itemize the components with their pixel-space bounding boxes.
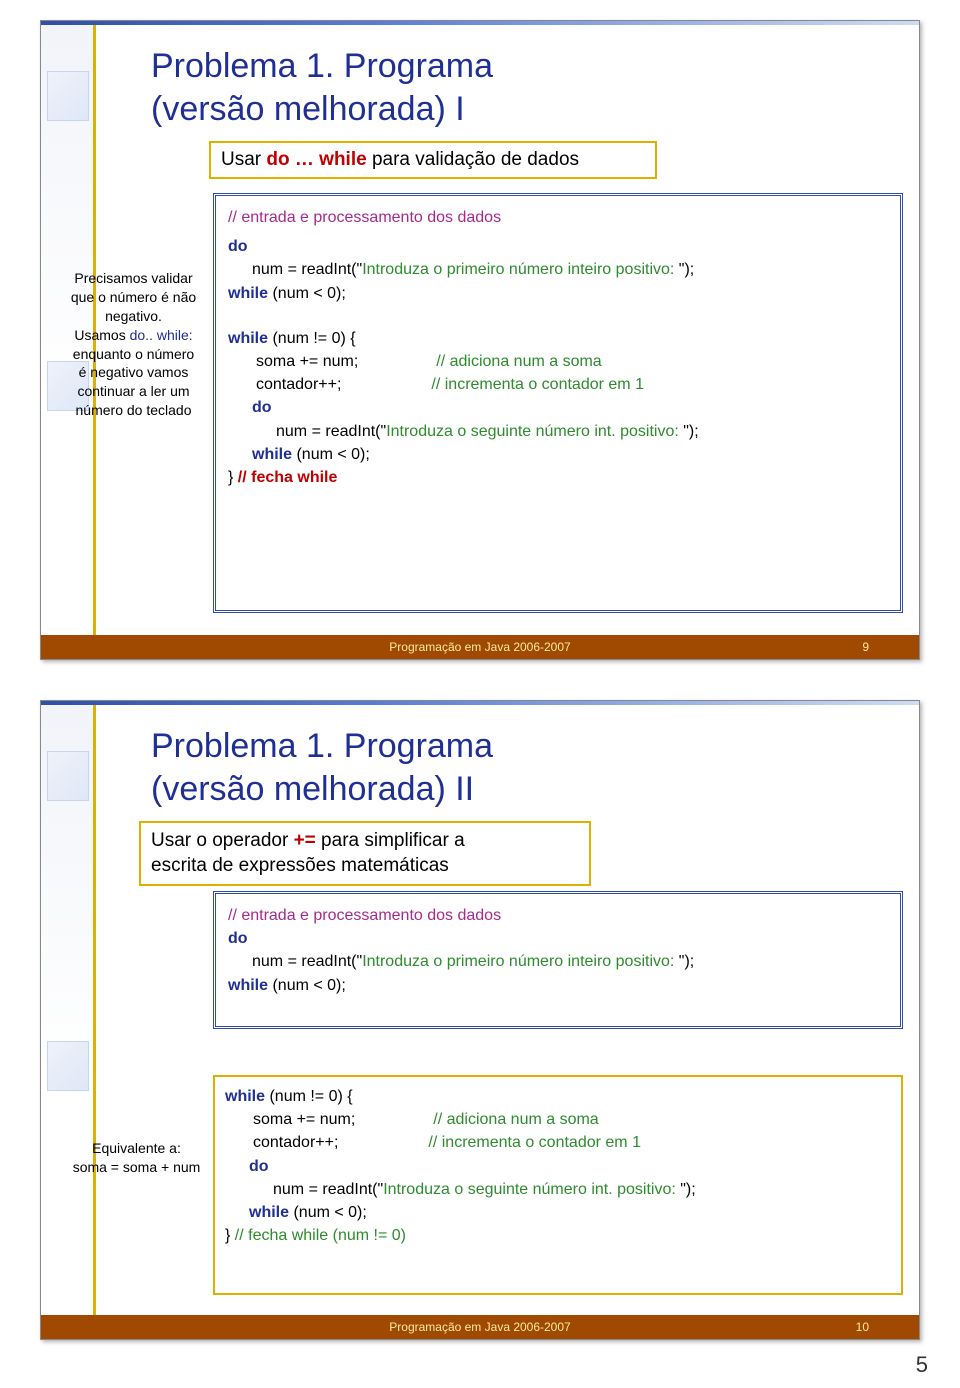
code-string: Introduza o seguinte número int. positiv… [383,1181,680,1198]
code-string: Introduza o primeiro número inteiro posi… [362,261,679,278]
code-comment: // incrementa o contador em 1 [431,376,644,393]
title-line-1: Problema 1. Programa [151,727,493,765]
slide-footer: Programação em Java 2006-2007 9 [41,635,919,659]
code-keyword-do: do [228,930,248,947]
note-line: é negativo vamos [56,363,211,382]
note-line: continuar a ler um [56,382,211,401]
title-line-2: (versão melhorada) I [151,90,465,128]
code-frame: // entrada e processamento dos dados do … [213,193,903,613]
highlight-line2: escrita de expressões matemáticas [151,855,449,876]
code-text: (num < 0); [292,446,370,463]
decorator-box [47,751,89,801]
slide-page-number: 9 [862,640,869,654]
code-comment: // entrada e processamento dos dados [228,907,501,924]
highlight-box: Usar do … while para validação de dados [209,141,657,179]
note-line: Equivalente a: [59,1139,214,1158]
highlight-pre: Usar [221,149,266,170]
top-gradient-bar [41,21,919,25]
code-text: (num != 0) { [268,330,356,347]
code-text: "); [683,423,698,440]
note-line: enquanto o número [56,345,211,364]
decorator-box [47,1041,89,1091]
code-comment: // fecha while (num != 0) [235,1227,406,1244]
footer-text: Programação em Java 2006-2007 [389,640,570,654]
code-text: (num < 0); [289,1204,367,1221]
footer-text: Programação em Java 2006-2007 [389,1320,570,1334]
code-keyword-while: while [249,1204,289,1221]
code-text: "); [680,1181,695,1198]
code-text: "); [679,261,694,278]
note-box: Equivalente a: soma = soma + num [59,1139,214,1177]
note-box: Precisamos validar que o número é não ne… [56,269,211,420]
code-comment: // entrada e processamento dos dados [228,209,501,226]
code-comment: // adiciona num a soma [433,1111,598,1128]
slide-title: Problema 1. Programa (versão melhorada) … [151,45,493,130]
code-keyword-while: while [225,1088,265,1105]
slide-page-number: 10 [856,1320,869,1334]
highlight-mid: para simplificar a [316,830,465,851]
code-text: (num < 0); [268,977,346,994]
code-text: num = readInt(" [252,261,362,278]
code-text: num = readInt(" [276,423,386,440]
code-frame-bottom: while (num != 0) { soma += num; // adicio… [213,1075,903,1295]
title-line-1: Problema 1. Programa [151,47,493,85]
note-line: número do teclado [56,401,211,420]
code-frame-top: // entrada e processamento dos dados do … [213,891,903,1029]
highlight-operator: += [294,830,316,851]
highlight-box: Usar o operador += para simplificar a es… [139,821,591,886]
note-line: Precisamos validar [56,269,211,288]
note-line: negativo. [56,307,211,326]
slide-1: Problema 1. Programa (versão melhorada) … [40,20,920,660]
code-keyword-do: do [252,399,272,416]
note-line: soma = soma + num [59,1158,214,1177]
code-string: Introduza o primeiro número inteiro posi… [362,953,679,970]
note-line: que o número é não [56,288,211,307]
code-text: contador++; [225,1131,338,1154]
top-gradient-bar [41,701,919,705]
slide-title: Problema 1. Programa (versão melhorada) … [151,725,493,810]
title-line-2: (versão melhorada) II [151,770,474,808]
code-keyword-do: do [249,1158,269,1175]
code-text: soma += num; [225,1108,355,1131]
decorator-box [47,71,89,121]
code-text: "); [679,953,694,970]
slide-2: Problema 1. Programa (versão melhorada) … [40,700,920,1340]
code-comment: // adiciona num a soma [436,353,601,370]
code-comment: // incrementa o contador em 1 [428,1134,641,1151]
code-keyword-while: while [228,330,268,347]
code-text: } [225,1227,235,1244]
code-keyword-while: while [252,446,292,463]
code-keyword-while: while [228,285,268,302]
code-keyword-do: do [228,238,248,255]
code-keyword-while: while [228,977,268,994]
yellow-vertical-line [93,705,96,1331]
code-text: } [228,469,238,486]
code-text: soma += num; [228,350,358,373]
highlight-post: para validação de dados [367,149,579,170]
highlight-keyword: do … while [266,149,366,170]
note-line: Usamos do.. while: [56,326,211,345]
document-page-number: 5 [916,1352,928,1378]
code-text: num = readInt(" [252,953,362,970]
code-text: (num < 0); [268,285,346,302]
code-comment: // fecha while [238,469,338,486]
code-text: contador++; [228,373,341,396]
code-text: num = readInt(" [273,1181,383,1198]
slide-footer: Programação em Java 2006-2007 10 [41,1315,919,1339]
highlight-pre: Usar o operador [151,830,294,851]
code-text: (num != 0) { [265,1088,353,1105]
code-string: Introduza o seguinte número int. positiv… [386,423,683,440]
